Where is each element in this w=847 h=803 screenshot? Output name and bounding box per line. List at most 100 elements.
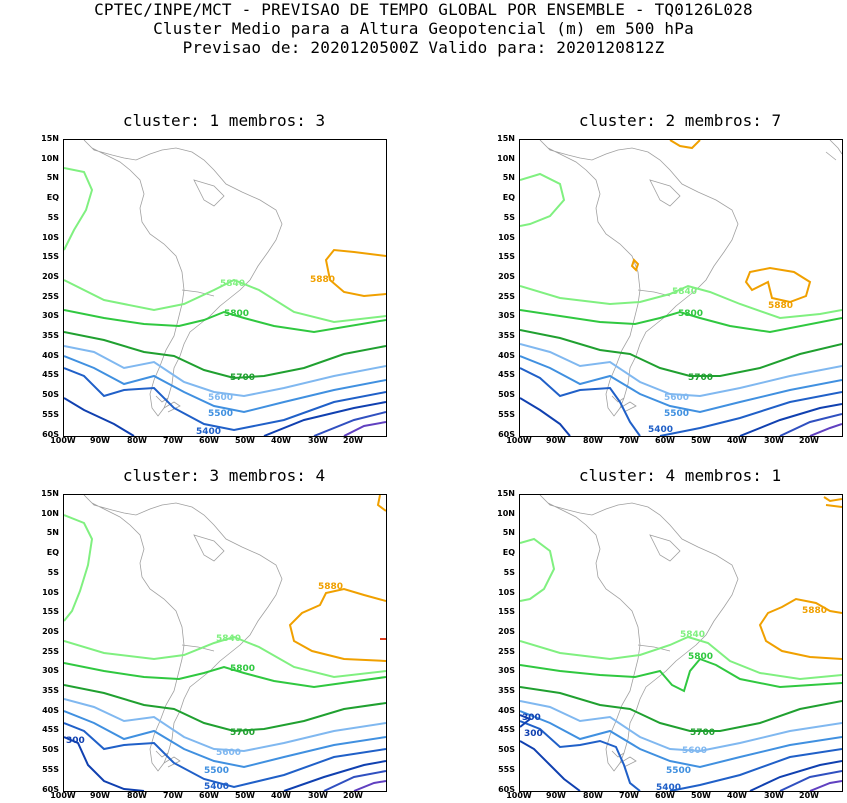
map-frame: 5880 5840 5800 5700 5600 5500 5400 300 3… [519,494,843,792]
lat-tick-label: 15S [42,252,59,262]
label-5600: 5600 [208,393,233,403]
lat-tick-label: 60S [498,784,515,794]
lat-tick-label: 10N [497,153,515,163]
lon-tick-label: 30W [308,791,328,800]
panel-title: cluster: 3 membros: 4 [122,466,326,485]
contour-5880-small [630,258,640,272]
lat-tick-label: 10N [497,508,515,518]
contour-5800 [520,657,842,693]
lat-tick-label: 35S [42,686,59,695]
lat-tick-label: 5N [46,173,59,183]
header-line-2: Cluster Medio para a Altura Geopotencial… [153,19,694,38]
lat-tick-label: 20S [42,271,59,281]
lat-tick-label: 40S [42,350,59,360]
lon-tick-label: 70W [163,791,183,800]
lat-tick-label: 45S [42,370,59,380]
contour-5200 [313,411,386,436]
lon-tick-label: 70W [619,791,639,800]
label-5500: 5500 [666,766,691,776]
lat-tick-label: 40S [498,705,515,715]
contour-map: 5880 5840 5800 5700 5600 5500 5400 [64,140,386,436]
contour-5800 [520,309,842,334]
lat-tick-label: 10S [498,232,515,242]
panel-cluster-1: cluster: 1 membros: 3 [41,111,387,445]
contour-5880-corner [823,496,842,508]
lat-tick-label: 50S [42,390,59,400]
contour-5840-west [520,172,566,227]
contour-5500 [520,710,842,769]
lon-tick-label: 90W [90,791,110,800]
label-5300-b: 300 [524,729,543,739]
lat-tick-label: 5S [503,212,515,222]
lon-tick-label: 100W [50,436,76,445]
lat-tick-label: 10N [41,508,59,518]
lat-tick-label: 25S [42,291,59,301]
lat-tick-label: 60S [42,429,59,439]
contour-5880-east [744,266,812,304]
contour-5400 [64,722,386,789]
lon-tick-label: 50W [691,436,711,445]
label-5400: 5400 [648,425,673,435]
label-5700: 5700 [230,373,255,383]
contour-5840-west [520,537,556,602]
lat-tick-label: 55S [498,409,515,419]
lat-tick-label: EQ [46,548,59,558]
label-5840: 5840 [672,287,697,297]
label-5500: 5500 [208,409,233,419]
panel-cluster-2: cluster: 2 membros: 7 [497,111,843,445]
lat-tick-label: 45S [498,725,515,735]
lat-tick-label: 5N [46,528,59,538]
lat-tick-label: 10S [42,587,59,597]
contour-5840 [64,278,386,324]
lon-tick-label: 80W [583,436,603,445]
label-5840: 5840 [220,279,245,289]
contour-5700 [520,686,842,732]
panel-title: cluster: 2 membros: 7 [578,111,782,130]
lon-tick-label: 50W [235,436,255,445]
header-line-1: CPTEC/INPE/MCT - PREVISAO DE TEMPO GLOBA… [94,0,753,19]
lat-tick-label: EQ [46,193,59,203]
label-5700: 5700 [690,728,715,738]
lat-tick-label: 25S [498,291,515,301]
contour-5700 [64,331,386,380]
lat-tick-label: 50S [42,745,59,755]
lon-tick-label: 60W [655,791,675,800]
lon-tick-label: 60W [655,436,675,445]
lat-tick-label: 30S [498,666,515,676]
label-5600: 5600 [216,748,241,758]
label-5880: 5880 [768,301,793,311]
lat-tick-label: 5N [502,528,515,538]
label-5840: 5840 [680,630,705,640]
label-5800: 5800 [224,309,249,319]
lon-tick-label: 90W [546,436,566,445]
label-5840: 5840 [216,634,241,644]
label-5500: 5500 [664,409,689,419]
lon-tick-label: 80W [583,791,603,800]
lon-tick-label: 40W [271,791,291,800]
lat-tick-label: 15S [42,607,59,617]
lat-tick-label: 15N [41,134,59,143]
lon-tick-label: 100W [506,436,532,445]
label-5600: 5600 [664,393,689,403]
lat-tick-label: 20S [498,626,515,636]
lon-tick-label: 60W [199,791,219,800]
lat-tick-label: 25S [498,646,515,656]
contour-5100 [343,421,386,436]
contour-5880 [669,140,701,150]
lon-tick-label: 20W [343,436,363,445]
lon-tick-label: 20W [799,791,819,800]
contour-5200 [779,413,842,436]
contour-5200 [323,770,386,791]
contour-5400 [520,367,842,436]
contour-5100 [353,780,386,791]
lat-tick-label: 30S [42,666,59,676]
contour-5800 [64,662,386,689]
lat-tick-label: 35S [498,686,515,695]
figure-header: CPTEC/INPE/MCT - PREVISAO DE TEMPO GLOBA… [0,0,847,57]
panel-cluster-3: cluster: 3 membros: 4 [41,466,387,800]
contour-map: 5880 5840 5800 5700 5600 5500 5400 300 [64,495,386,791]
label-5300: 300 [66,736,85,746]
contour-5880-corner [376,495,386,512]
contour-5600 [520,343,842,398]
lat-tick-label: 15N [41,489,59,498]
